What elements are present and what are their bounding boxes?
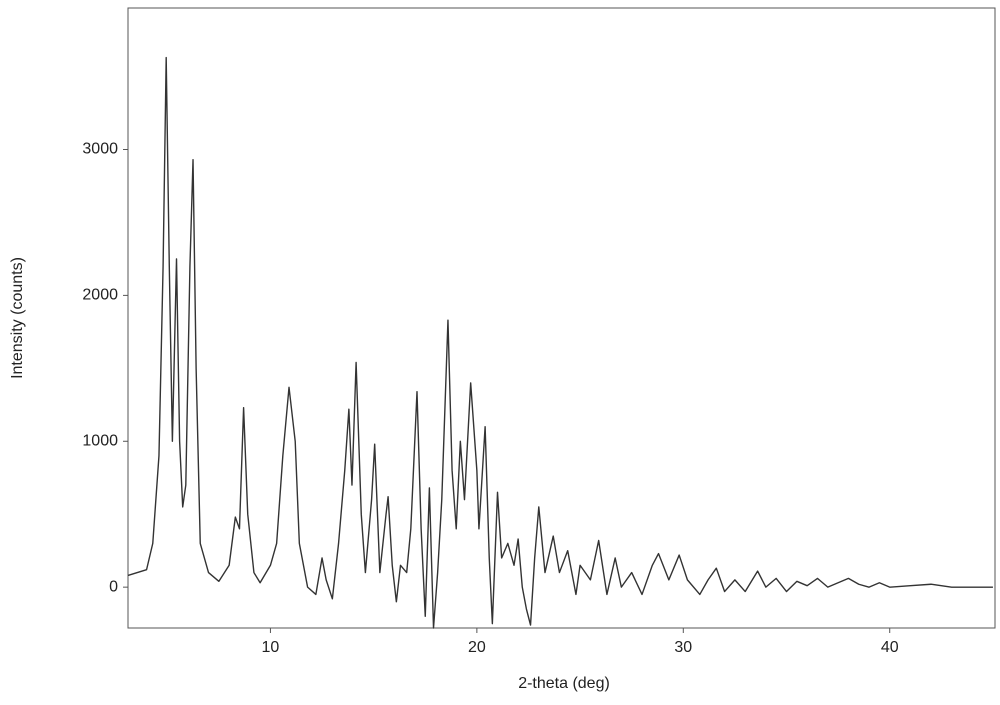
data-line xyxy=(127,56,993,629)
y-tick-label: 0 xyxy=(109,578,118,595)
y-tick-label: 2000 xyxy=(82,287,118,304)
x-tick-label: 20 xyxy=(468,639,486,656)
x-tick-label: 30 xyxy=(674,639,692,656)
y-axis-label: Intensity (counts) xyxy=(9,257,26,379)
y-tick-label: 1000 xyxy=(82,432,118,449)
x-tick-label: 10 xyxy=(262,639,280,656)
y-tick-label: 3000 xyxy=(82,141,118,158)
x-axis-label: 2-theta (deg) xyxy=(518,675,610,692)
x-tick-label: 40 xyxy=(881,639,899,656)
plot-frame xyxy=(127,7,996,629)
